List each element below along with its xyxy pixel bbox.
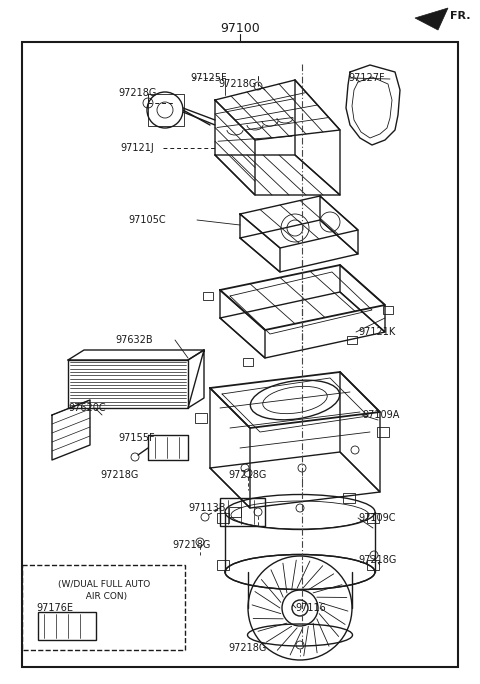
Text: 97121J: 97121J xyxy=(120,143,154,153)
Bar xyxy=(383,306,393,314)
Text: FR.: FR. xyxy=(450,11,470,21)
Bar xyxy=(347,336,357,344)
Bar xyxy=(343,493,355,503)
Polygon shape xyxy=(415,8,448,30)
Text: 97125F: 97125F xyxy=(190,73,227,83)
Bar xyxy=(367,560,379,570)
Text: 97121K: 97121K xyxy=(358,327,395,337)
Text: 97218G: 97218G xyxy=(228,643,266,653)
Bar xyxy=(22,565,185,650)
Text: 97218G: 97218G xyxy=(100,470,138,480)
Text: 97155F: 97155F xyxy=(118,433,155,443)
Text: 97632B: 97632B xyxy=(115,335,153,345)
Text: (W/DUAL FULL AUTO: (W/DUAL FULL AUTO xyxy=(58,579,150,588)
Text: 97100: 97100 xyxy=(220,21,260,34)
Bar xyxy=(220,498,265,526)
Bar xyxy=(195,413,207,423)
Text: 97218G: 97218G xyxy=(172,540,210,550)
Bar xyxy=(38,612,96,640)
Text: 97218G: 97218G xyxy=(228,470,266,480)
Text: 97620C: 97620C xyxy=(68,403,106,413)
Bar xyxy=(203,292,213,300)
Text: 97176E: 97176E xyxy=(36,603,73,613)
Text: 97105C: 97105C xyxy=(128,215,166,225)
Text: 97116: 97116 xyxy=(295,603,326,613)
Text: 97113B: 97113B xyxy=(188,503,226,513)
Bar xyxy=(367,513,379,523)
Text: 97218G: 97218G xyxy=(218,79,256,89)
Bar xyxy=(217,560,229,570)
Bar xyxy=(377,427,389,437)
Bar xyxy=(243,358,253,366)
Text: 97218G: 97218G xyxy=(358,555,396,565)
Bar xyxy=(229,507,241,517)
Bar xyxy=(217,513,229,523)
Text: 97109C: 97109C xyxy=(358,513,396,523)
Text: AIR CON): AIR CON) xyxy=(81,592,128,601)
Text: 97109A: 97109A xyxy=(362,410,399,420)
Text: 97218G: 97218G xyxy=(118,88,156,98)
Text: 97127F: 97127F xyxy=(348,73,384,83)
